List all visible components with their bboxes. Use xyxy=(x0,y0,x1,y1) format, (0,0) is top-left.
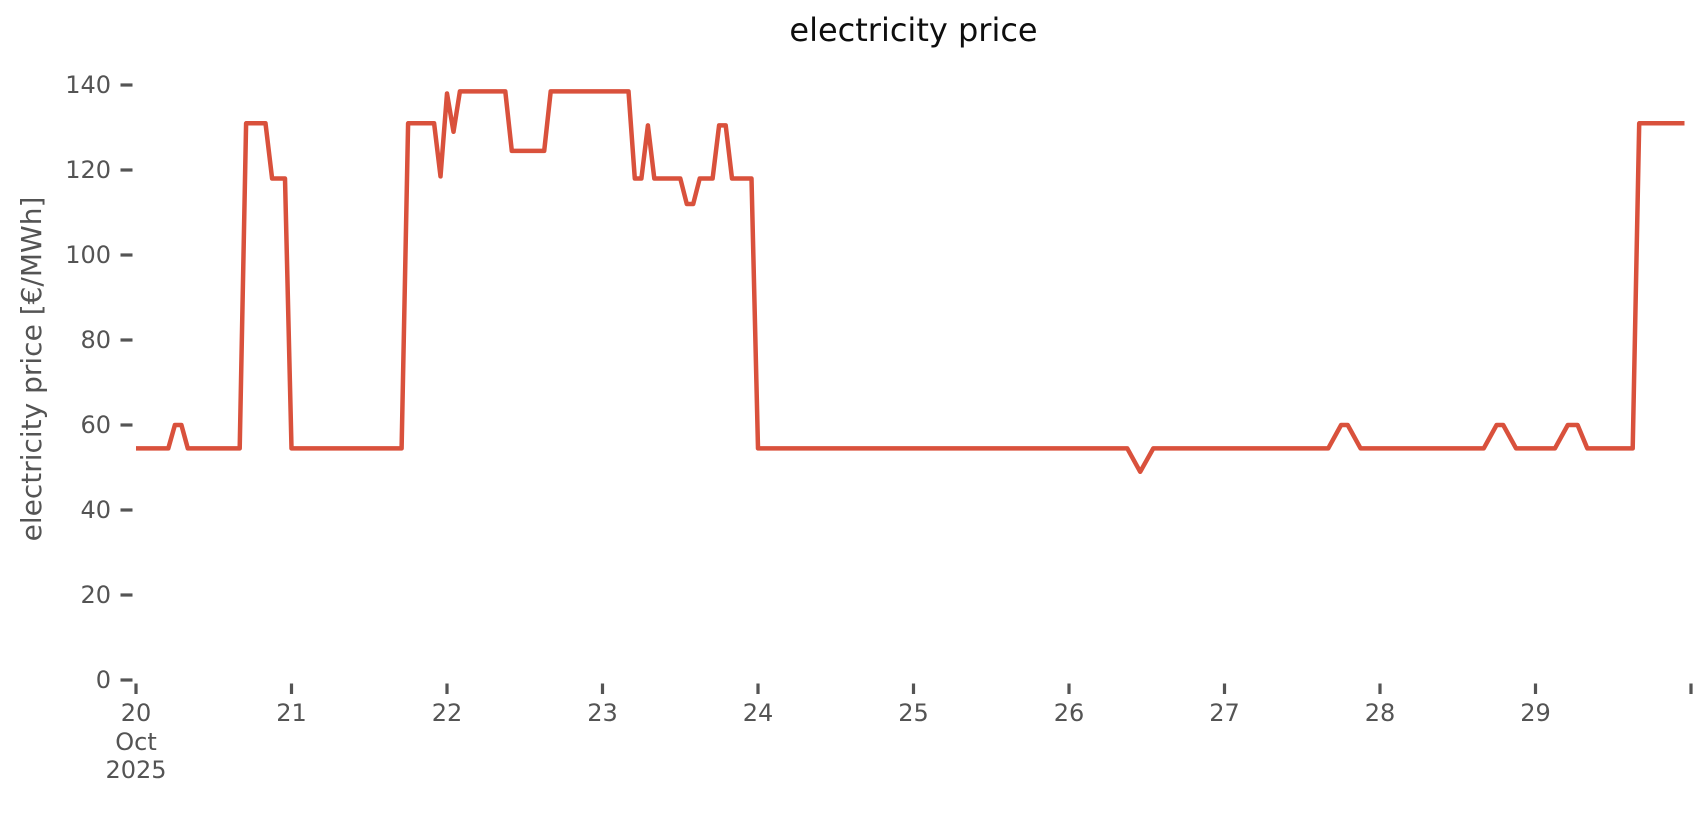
x-tick-label: 20 xyxy=(121,699,152,727)
series-group xyxy=(136,89,1685,475)
x-tick-label: 22 xyxy=(432,699,463,727)
y-tick-label: 20 xyxy=(80,581,111,609)
chart-title: electricity price xyxy=(789,11,1038,49)
y-tick-label: 60 xyxy=(80,411,111,439)
x-tick-label: 26 xyxy=(1054,699,1085,727)
y-tick-label: 120 xyxy=(65,156,111,184)
price-series-line xyxy=(136,89,1685,475)
month-label: Oct xyxy=(115,728,157,756)
x-tick-label: 25 xyxy=(898,699,929,727)
x-tick-label: 29 xyxy=(1520,699,1551,727)
x-tick-label: 24 xyxy=(743,699,774,727)
y-tick-label: 100 xyxy=(65,241,111,269)
y-tick-label: 140 xyxy=(65,71,111,99)
x-tick-label: 21 xyxy=(276,699,307,727)
y-tick-label: 0 xyxy=(96,666,111,694)
x-tick-label: 23 xyxy=(587,699,618,727)
x-tick-label: 27 xyxy=(1209,699,1240,727)
x-tick-label: 28 xyxy=(1365,699,1396,727)
y-tick-label: 40 xyxy=(80,496,111,524)
year-label: 2025 xyxy=(105,756,166,784)
y-tick-label: 80 xyxy=(80,326,111,354)
y-axis-ticks: 0 20 40 60 80 100 120 140 xyxy=(65,71,133,694)
